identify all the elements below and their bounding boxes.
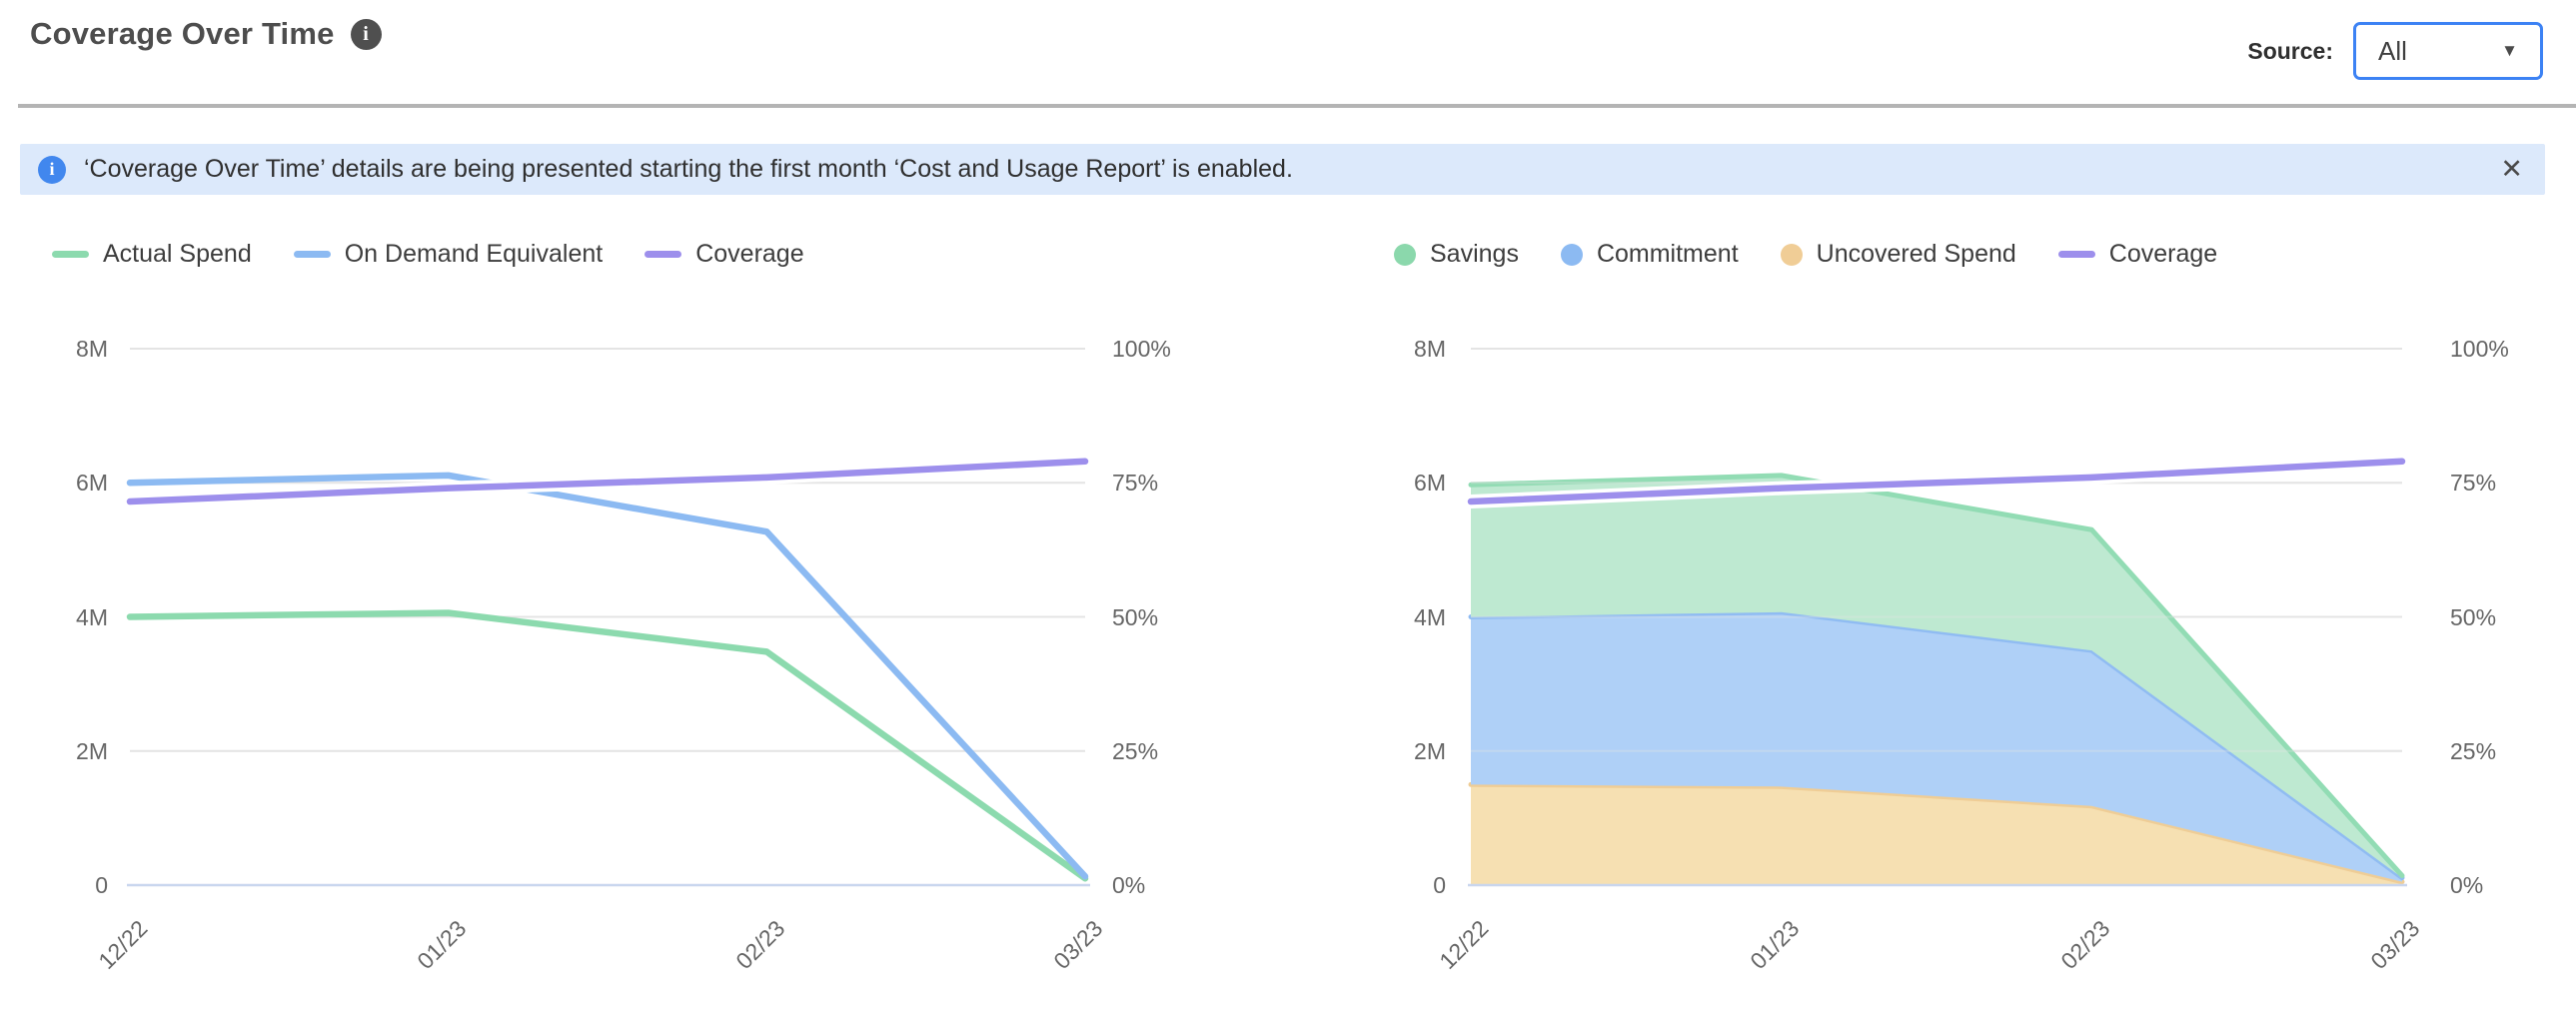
legend-item-coverage[interactable]: Coverage <box>644 240 804 269</box>
savings-breakdown-legend: Savings Commitment Uncovered Spend Coverage <box>1394 240 2217 269</box>
banner-info-icon: i <box>38 155 66 184</box>
y-axis-label-left: 8M <box>76 336 108 362</box>
y-axis-label-right: 25% <box>2450 737 2497 764</box>
legend-label: On Demand Equivalent <box>344 240 604 268</box>
y-axis-label-left: 2M <box>76 737 108 764</box>
page-title: Coverage Over Time <box>30 16 335 51</box>
x-axis-label: 02/23 <box>730 914 790 975</box>
legend-swatch-actual-spend <box>52 251 89 258</box>
banner-close-icon[interactable]: ✕ <box>2500 154 2523 184</box>
x-axis-label: 01/23 <box>1745 914 1805 975</box>
info-banner: i ‘Coverage Over Time’ details are being… <box>20 144 2545 195</box>
x-axis-label: 01/23 <box>412 914 472 975</box>
legend-swatch-coverage <box>2057 251 2095 258</box>
y-axis-label-right: 100% <box>1112 336 1171 362</box>
line-actual-spend <box>126 609 1089 882</box>
legend-swatch-coverage <box>644 251 682 258</box>
line-on-demand-equivalent <box>126 472 1089 880</box>
y-axis-label-left: 0 <box>95 872 108 898</box>
line-coverage <box>1467 458 2406 506</box>
title-info-icon[interactable]: i <box>350 18 382 50</box>
y-axis-label-left: 6M <box>1414 470 1446 497</box>
x-axis-label: 12/22 <box>1434 914 1494 975</box>
legend-label: Coverage <box>2108 240 2218 268</box>
y-axis-label-left: 4M <box>76 603 108 630</box>
x-axis-label: 02/23 <box>2055 914 2115 975</box>
y-axis-label-right: 50% <box>2450 603 2497 630</box>
source-dropdown-value: All <box>2378 35 2407 66</box>
y-axis-label-left: 0 <box>1433 872 1446 898</box>
legend-item-actual-spend[interactable]: Actual Spend <box>52 240 252 269</box>
x-axis-label: 03/23 <box>2365 914 2425 975</box>
banner-text: ‘Coverage Over Time’ details are being p… <box>84 155 1293 183</box>
y-axis-label-right: 50% <box>1112 603 1159 630</box>
legend-label: Coverage <box>695 240 804 268</box>
area-commitment <box>1471 611 2402 882</box>
header-divider <box>18 104 2576 108</box>
y-axis-label-left: 2M <box>1414 737 1446 764</box>
legend-label: Actual Spend <box>103 240 252 268</box>
x-axis-label: 03/23 <box>1048 914 1108 975</box>
legend-swatch-uncovered-spend <box>1780 243 1803 266</box>
source-label: Source: <box>2247 37 2333 64</box>
spend-vs-ondemand-plot[interactable] <box>123 348 1092 887</box>
source-dropdown[interactable]: All ▼ <box>2353 22 2543 80</box>
area-savings <box>1471 475 2402 878</box>
legend-item-commitment[interactable]: Commitment <box>1560 240 1739 269</box>
legend-swatch-on-demand-equivalent <box>293 251 331 258</box>
legend-item-coverage[interactable]: Coverage <box>2057 240 2218 269</box>
legend-item-savings[interactable]: Savings <box>1394 240 1519 269</box>
x-axis-label: 12/22 <box>93 914 153 975</box>
panel-header: Coverage Over Time i <box>30 16 382 52</box>
legend-label: Commitment <box>1596 240 1739 268</box>
y-axis-label-right: 25% <box>1112 737 1159 764</box>
savings-breakdown-plot[interactable] <box>1464 348 2409 887</box>
area-uncovered-spend <box>1471 784 2402 885</box>
y-axis-label-right: 75% <box>2450 470 2497 497</box>
legend-swatch-savings <box>1394 243 1416 266</box>
y-axis-label-right: 100% <box>2450 336 2509 362</box>
y-axis-label-right: 0% <box>1112 872 1146 898</box>
line-coverage <box>126 458 1089 506</box>
legend-swatch-commitment <box>1560 243 1583 266</box>
y-axis-label-left: 8M <box>1414 336 1446 362</box>
legend-item-on-demand-equivalent[interactable]: On Demand Equivalent <box>293 240 604 269</box>
y-axis-label-right: 0% <box>2450 872 2484 898</box>
spend-vs-ondemand-legend: Actual Spend On Demand Equivalent Coverage <box>52 240 804 269</box>
y-axis-label-left: 4M <box>1414 603 1446 630</box>
area-edge-savings <box>1468 473 2405 879</box>
legend-label: Savings <box>1430 240 1519 268</box>
y-axis-label-left: 6M <box>76 470 108 497</box>
legend-label: Uncovered Spend <box>1816 240 2016 268</box>
legend-item-uncovered-spend[interactable]: Uncovered Spend <box>1780 240 2016 269</box>
y-axis-label-right: 75% <box>1112 470 1159 497</box>
area-edge-commitment <box>1468 609 2405 881</box>
source-filter: Source: All ▼ <box>2247 22 2543 80</box>
chevron-down-icon: ▼ <box>2501 41 2518 60</box>
